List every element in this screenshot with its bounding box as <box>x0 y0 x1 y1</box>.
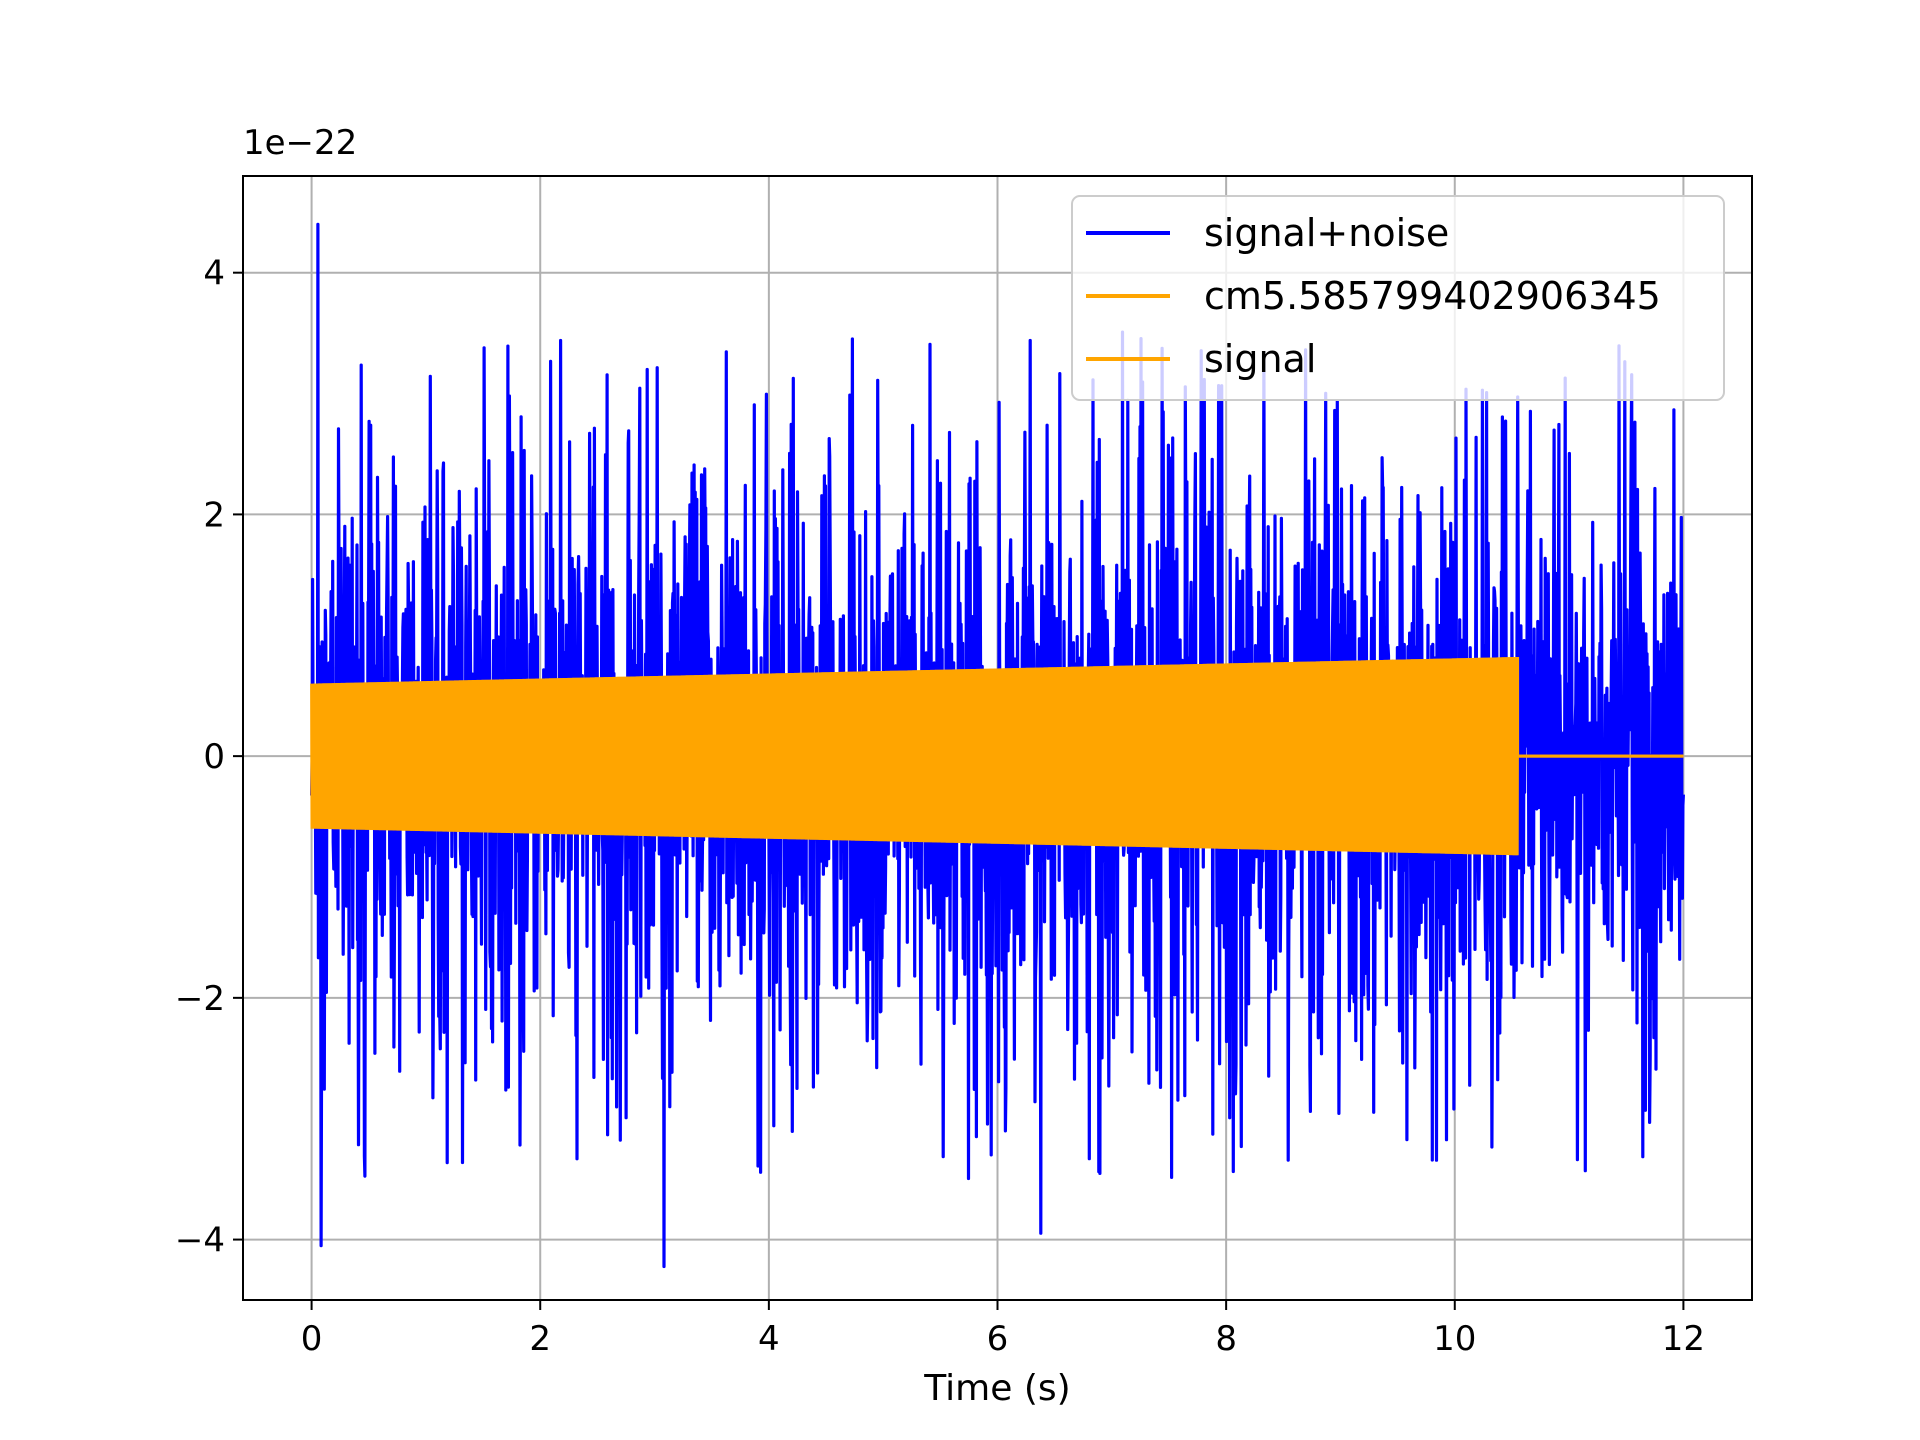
y-tick-label: 4 <box>203 254 225 294</box>
y-tick-label: −2 <box>175 979 225 1019</box>
y-offset-label: 1e−22 <box>243 123 357 163</box>
x-tick-label: 2 <box>529 1319 551 1359</box>
x-tick-label: 12 <box>1662 1319 1705 1359</box>
x-axis-ticks: 0 2 4 6 8 10 12 <box>301 1300 1705 1359</box>
y-axis-ticks: −4 −2 0 2 4 <box>175 254 243 1261</box>
x-tick-label: 8 <box>1215 1319 1237 1359</box>
legend-label: signal+noise <box>1204 211 1449 255</box>
x-tick-label: 4 <box>758 1319 780 1359</box>
legend-box <box>1071 195 1725 401</box>
x-tick-label: 6 <box>987 1319 1009 1359</box>
x-tick-label: 0 <box>301 1319 323 1359</box>
plot-area <box>310 222 1685 1269</box>
legend-label: signal <box>1204 337 1316 381</box>
y-tick-label: 2 <box>203 495 225 535</box>
series-signal-band <box>317 657 1518 856</box>
series-layer <box>310 222 1685 1269</box>
legend-label: cm5.585799402906345 <box>1204 274 1661 318</box>
y-tick-label: −4 <box>175 1221 225 1261</box>
legend: signal+noise cm5.585799402906345 signal <box>1071 195 1725 401</box>
y-tick-label: 0 <box>203 737 225 777</box>
x-tick-label: 10 <box>1433 1319 1476 1359</box>
x-axis-label: Time (s) <box>923 1368 1070 1409</box>
